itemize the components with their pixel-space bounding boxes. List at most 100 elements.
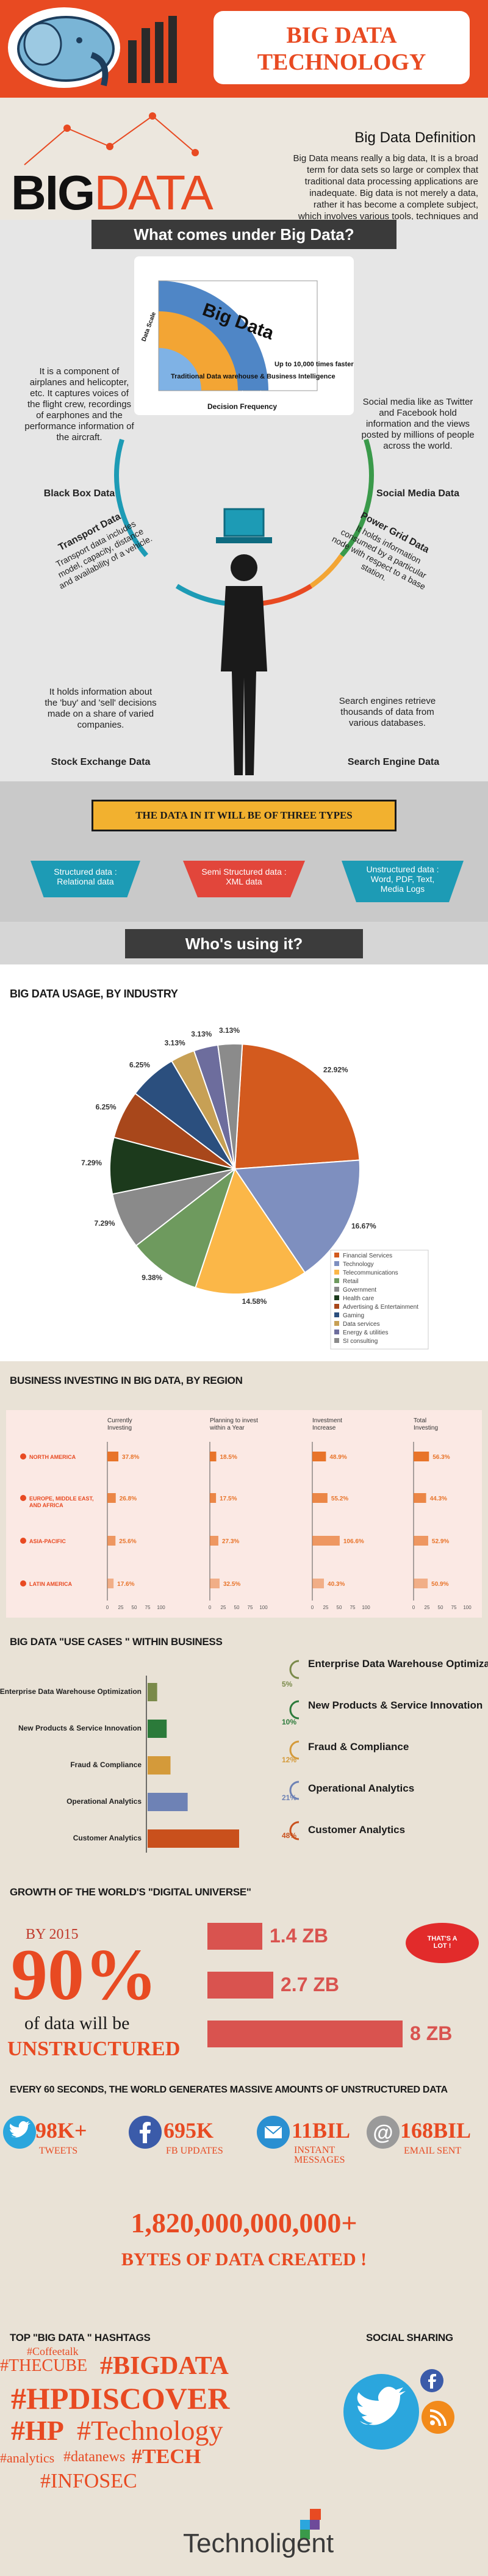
region-series-name: Investing [107, 1425, 132, 1431]
region-bar [414, 1579, 428, 1588]
region-tick: 50 [234, 1605, 240, 1610]
region-bar [312, 1493, 328, 1503]
region-chart-title: BUSINESS INVESTING IN BIG DATA, BY REGIO… [10, 1375, 243, 1386]
region-bar-chart: NORTH AMERICA EUROPE, MIDDLE EAST,AND AFR… [20, 1417, 472, 1610]
growth-bar [207, 2021, 403, 2047]
usecase-label-left: Customer Analytics [73, 1834, 142, 1842]
region-tick: 75 [248, 1605, 253, 1610]
region-tick: 75 [145, 1605, 151, 1610]
three-types-section: THE DATA IN IT WILL BE OF THREE TYPES St… [0, 781, 488, 922]
three-types-banner: THE DATA IN IT WILL BE OF THREE TYPES [92, 800, 396, 831]
message-icon [257, 2116, 290, 2149]
region-series-name: Total [414, 1417, 426, 1424]
usecase-bar [148, 1793, 188, 1811]
type-unstructured-label: Unstructured data : Word, PDF, Text, Med… [366, 864, 439, 894]
growth-value: 2.7 ZB [281, 1974, 339, 1995]
legend-swatch [334, 1330, 339, 1334]
growth-title: GROWTH OF THE WORLD'S "DIGITAL UNIVERSE" [10, 1886, 251, 1898]
region-series-name: Increase [312, 1425, 336, 1431]
hashtag-tech: #TECH [132, 2445, 201, 2468]
stat-fb-label: FB UPDATES [166, 2146, 223, 2156]
legend-label: Technology [343, 1261, 374, 1268]
pie-slice [217, 1043, 243, 1170]
growth-bar [207, 1972, 273, 1999]
hashtag-hpdiscover: #HPDISCOVER [11, 2381, 230, 2415]
item-black-box-name: Black Box Data [43, 488, 115, 499]
who-title: Who's using it? [125, 929, 363, 958]
sixty-title: EVERY 60 SECONDS, THE WORLD GENERATES MA… [10, 2085, 448, 2095]
growth-line2: UNSTRUCTURED [7, 2038, 181, 2060]
hashtag-infosec: #INFOSEC [40, 2470, 137, 2492]
header-title-line1: BIG DATA [286, 23, 397, 48]
region-value: 37.8% [122, 1454, 139, 1461]
item-search-desc: Search engines retrieve thousands of dat… [339, 696, 436, 728]
region-value: 25.6% [119, 1538, 136, 1545]
fan-axis-x: Decision Frequency [207, 402, 277, 411]
header-title-box: BIG DATA TECHNOLOGY [214, 11, 470, 84]
big-data-logo: BIGDATA [11, 165, 214, 220]
social-twitter-icon[interactable] [342, 2372, 421, 2451]
industry-section: BIG DATA USAGE, BY INDUSTRY 22.92% 16.67%… [0, 964, 488, 1361]
region-value: 40.3% [328, 1581, 345, 1588]
region-value: 17.6% [117, 1581, 134, 1588]
region-tick: 25 [323, 1605, 329, 1610]
pie-slice [234, 1043, 361, 1170]
use-cases-chart: Enterprise Data Warehouse Optimization 5%… [0, 1658, 488, 1853]
pie-label: 7.29% [81, 1159, 102, 1167]
region-tick: 25 [221, 1605, 226, 1610]
region-value: 27.3% [222, 1538, 239, 1545]
stat-tweets-value: 98K+ [35, 2118, 87, 2143]
pie-label: 3.13% [165, 1038, 185, 1047]
legend-label: Government [343, 1287, 376, 1293]
region-series-name: Investing [414, 1425, 438, 1431]
type-semi-structured: Semi Structured data : XML data [183, 861, 305, 897]
logo-big: BIG [11, 165, 95, 220]
region-tick: 100 [157, 1605, 165, 1610]
bytes-number: 1,820,000,000,000+ [131, 2207, 357, 2238]
logo-data: DATA [94, 165, 213, 220]
definition-section: BIGDATA Big Data Definition Big Data mea… [0, 98, 488, 220]
region-bar [210, 1493, 217, 1503]
header: BIG DATA TECHNOLOGY [0, 0, 488, 98]
pie-label: 6.25% [96, 1103, 117, 1112]
legend-label: Energy & utilities [343, 1330, 388, 1336]
social-facebook-icon[interactable] [420, 2368, 444, 2393]
growth-value: 8 ZB [410, 2022, 452, 2044]
hashtag-coffeetalk: #Coffeetalk [27, 2345, 79, 2357]
region-tick: 100 [259, 1605, 268, 1610]
what-under-section: What comes under Big Data? Big Data Trad… [0, 220, 488, 781]
hashtags-title: TOP "BIG DATA " HASHTAGS [10, 2332, 151, 2343]
social-rss-icon[interactable] [421, 2400, 455, 2434]
region-value: 26.8% [120, 1496, 137, 1502]
region-series-name: Currently [107, 1417, 132, 1424]
growth-bubble: THAT'S A LOT ! [406, 1923, 479, 1963]
region-value: 55.2% [331, 1496, 348, 1502]
region-value: 56.3% [432, 1454, 450, 1461]
pie-slice [194, 1167, 306, 1295]
region-bar [414, 1536, 428, 1546]
fan-label-traditional: Traditional Data warehouse & Business In… [171, 373, 336, 380]
type-structured-label: Structured data : Relational data [54, 867, 117, 886]
definition-text: Big Data means really a big data, It is … [293, 153, 478, 220]
legend-swatch [334, 1321, 339, 1326]
region-value: 106.6% [343, 1538, 364, 1545]
svg-text:@: @ [373, 2121, 393, 2144]
region-tick: 0 [412, 1605, 415, 1610]
usecase-label-right: Fraud & Compliance [308, 1741, 409, 1753]
pie-label: 7.29% [94, 1219, 115, 1228]
region-label: LATIN AMERICA [29, 1581, 72, 1587]
growth-bar-chart: 1.4 ZB 2.7 ZB 8 ZB [207, 1923, 452, 2047]
growth-bar [207, 1923, 262, 1950]
region-bar [312, 1452, 326, 1461]
region-bar [414, 1452, 429, 1461]
region-tick: 100 [362, 1605, 370, 1610]
industry-pie-chart: 22.92% 16.67% 14.58% 9.38% 7.29% 7.29% 6.25% 6.… [81, 1026, 429, 1350]
stat-email: @ 168BIL EMAIL SENT [366, 2115, 486, 2164]
usecase-label-right: New Products & Service Innovation [308, 1699, 483, 1711]
hashtag-datanews: #datanews [63, 2449, 126, 2465]
growth-bubble-text: THAT'S A LOT ! [427, 1935, 458, 1950]
pie-label: 9.38% [142, 1273, 162, 1282]
big-data-fan: Big Data Traditional Data warehouse & Bu… [134, 256, 354, 415]
legend-swatch [334, 1304, 339, 1309]
legend-label: Health care [343, 1295, 375, 1302]
